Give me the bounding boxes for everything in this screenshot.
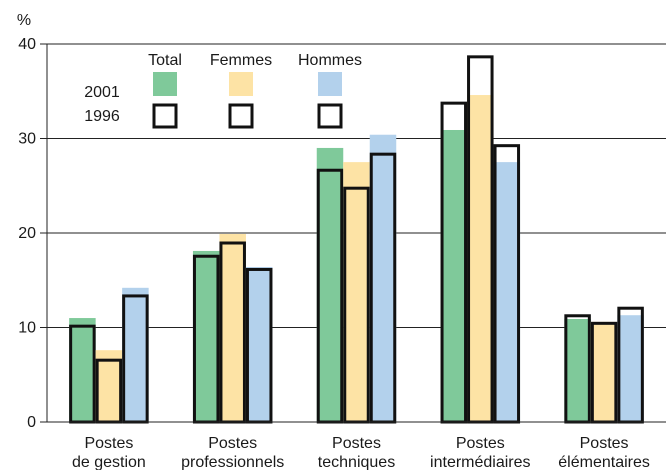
legend-year-label-1996: 1996 <box>84 108 120 125</box>
category-label-0-0: Postes <box>84 435 133 452</box>
y-tick-label-30: 30 <box>18 131 36 148</box>
bar-2001-hommes-3 <box>493 162 521 422</box>
category-label-4-0: Postes <box>580 435 629 452</box>
category-label-3-1: intermédiaires <box>430 454 530 470</box>
axes-layer <box>40 43 666 423</box>
category-label-0-1: de gestion <box>72 454 146 470</box>
legend-swatch-1996-total <box>152 103 178 129</box>
legend-series-label-hommes: Hommes <box>298 52 362 69</box>
y-tick-label-20: 20 <box>18 225 36 242</box>
bar-2001-femmes-4 <box>590 321 618 422</box>
bar-2001-total-0 <box>69 318 96 422</box>
category-label-2-0: Postes <box>332 435 381 452</box>
bar-2001-femmes-0 <box>95 350 123 422</box>
legend: Total Femmes Hommes 2001 1996 <box>84 52 362 129</box>
legend-series-label-femmes: Femmes <box>210 52 272 69</box>
legend-swatch-1996-hommes <box>317 103 343 129</box>
legend-swatch-2001-hommes <box>318 72 342 96</box>
legend-swatch-2001-femmes <box>229 72 253 96</box>
bar-2001-hommes-4 <box>617 315 644 422</box>
legend-series-label-total: Total <box>148 52 182 69</box>
legend-swatch-1996-femmes <box>228 103 254 129</box>
bar-2001-femmes-1 <box>219 233 246 422</box>
bar-2001-total-3 <box>440 129 468 422</box>
bar-2001-femmes-2 <box>343 162 370 422</box>
category-label-2-1: techniques <box>318 454 395 470</box>
category-label-1-1: professionnels <box>181 454 284 470</box>
category-label-3-0: Postes <box>456 435 505 452</box>
y-unit-label: % <box>17 12 31 29</box>
category-label-4-1: élémentaires <box>558 454 650 470</box>
legend-swatch-2001-total <box>153 72 177 96</box>
y-tick-labels: 0 10 20 30 40 <box>18 36 36 431</box>
category-labels: Postes de gestion Postes professionnels Post… <box>72 435 650 470</box>
legend-year-label-2001: 2001 <box>84 84 120 101</box>
y-tick-label-0: 0 <box>27 414 36 431</box>
bar-2001-hommes-0 <box>122 287 149 422</box>
y-tick-label-10: 10 <box>18 320 36 337</box>
bar-2001-total-2 <box>316 147 344 422</box>
bar-2001-femmes-3 <box>467 95 494 422</box>
bar-2001-hommes-1 <box>245 267 273 422</box>
category-label-1-0: Postes <box>208 435 257 452</box>
bar-2001-total-1 <box>192 250 220 422</box>
y-tick-label-40: 40 <box>18 36 36 53</box>
bar-2001-hommes-2 <box>369 134 397 422</box>
bar-2001-total-4 <box>564 318 591 422</box>
